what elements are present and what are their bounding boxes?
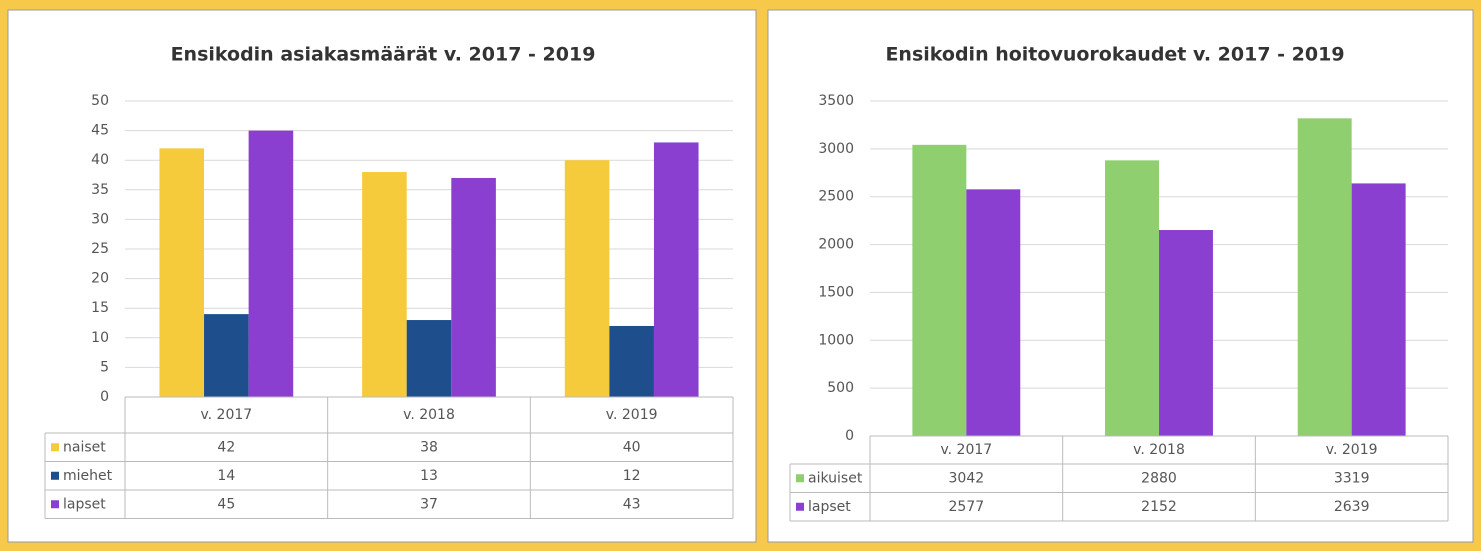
x-tick-label: v. 2018 [403, 407, 455, 423]
y-tick-label: 5 [100, 359, 109, 375]
table-value: 14 [217, 468, 235, 484]
x-tick-label: v. 2019 [606, 407, 658, 423]
y-tick-label: 1500 [818, 284, 854, 300]
legend-label: aikuiset [808, 470, 863, 486]
bar [609, 325, 654, 397]
bar [1351, 183, 1406, 436]
chart-title: Ensikodin hoitovuorokaudet v. 2017 - 201… [885, 44, 1344, 66]
x-tick-label: v. 2019 [1326, 442, 1378, 458]
y-tick-label: 35 [91, 182, 109, 198]
table-value: 45 [217, 496, 235, 512]
bar [912, 144, 967, 436]
chart-title: Ensikodin asiakasmäärät v. 2017 - 2019 [171, 44, 596, 66]
legend-swatch [796, 502, 804, 511]
bar [204, 314, 249, 397]
legend-swatch [796, 474, 804, 483]
table-value: 37 [420, 496, 438, 512]
legend-label: miehet [63, 468, 113, 484]
legend-swatch [51, 500, 59, 509]
table-value: 2152 [1141, 499, 1177, 515]
table-value: 2639 [1334, 499, 1370, 515]
legend-swatch [51, 471, 59, 480]
y-tick-label: 500 [827, 380, 854, 396]
bar [1159, 230, 1213, 436]
y-tick-label: 30 [91, 211, 109, 227]
y-tick-label: 3000 [818, 141, 854, 157]
legend-label: lapset [808, 499, 851, 515]
bar [1297, 118, 1352, 437]
y-tick-label: 2000 [818, 237, 854, 253]
y-tick-label: 3500 [818, 93, 854, 109]
x-tick-label: v. 2017 [200, 407, 252, 423]
bar [159, 148, 205, 397]
table-value: 38 [420, 439, 438, 455]
y-tick-label: 1000 [818, 332, 854, 348]
y-tick-label: 2500 [818, 189, 854, 205]
table-value: 40 [623, 439, 641, 455]
x-tick-label: v. 2018 [1133, 442, 1185, 458]
y-tick-label: 50 [91, 93, 109, 109]
y-tick-label: 20 [91, 271, 109, 287]
table-value: 2880 [1141, 470, 1177, 486]
legend-label: lapset [63, 496, 106, 512]
y-tick-label: 40 [91, 152, 109, 168]
bar [966, 189, 1021, 436]
table-value: 2577 [949, 499, 985, 515]
table-value: 13 [420, 468, 438, 484]
y-tick-label: 0 [100, 389, 109, 405]
bar [653, 142, 699, 397]
table-value: 3042 [949, 470, 985, 486]
y-tick-label: 0 [845, 428, 854, 444]
bar [248, 130, 294, 397]
bar [406, 320, 452, 397]
y-tick-label: 45 [91, 123, 109, 139]
bar [564, 160, 610, 397]
legend-swatch [51, 443, 59, 452]
table-value: 12 [623, 468, 641, 484]
x-tick-label: v. 2017 [940, 442, 992, 458]
y-tick-label: 10 [91, 330, 109, 346]
bar [451, 177, 496, 397]
bar [362, 172, 407, 397]
bar [1105, 160, 1159, 437]
table-value: 43 [623, 496, 641, 512]
y-tick-label: 15 [91, 300, 109, 316]
legend-label: naiset [63, 439, 106, 455]
y-tick-label: 25 [91, 241, 109, 257]
table-value: 42 [217, 439, 235, 455]
table-value: 3319 [1334, 470, 1370, 486]
